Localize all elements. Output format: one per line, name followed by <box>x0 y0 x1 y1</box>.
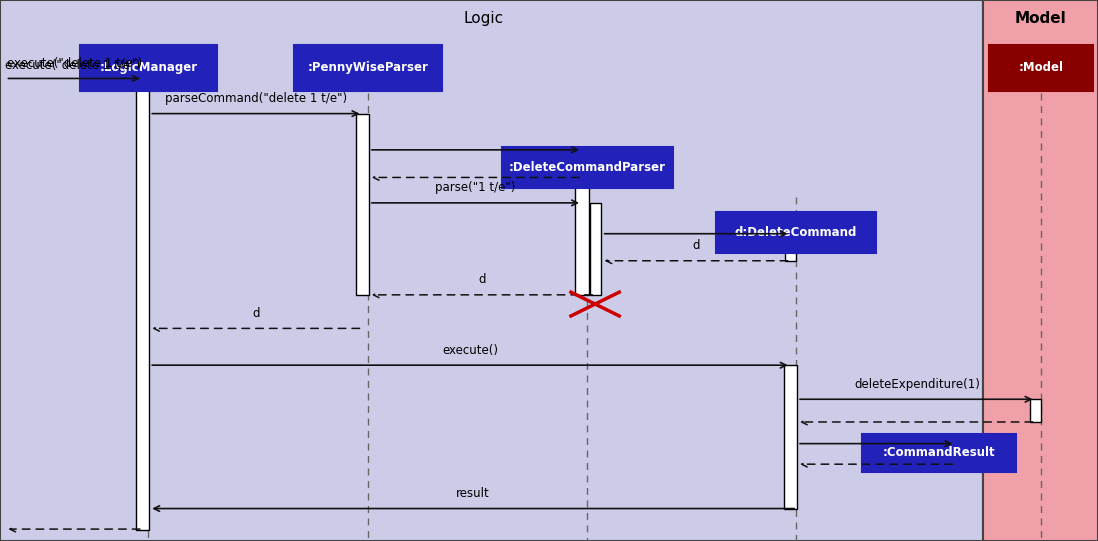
Text: :LogicManager: :LogicManager <box>99 61 198 74</box>
Bar <box>983 0 1098 541</box>
Text: Model: Model <box>1015 11 1067 27</box>
Text: :DeleteCommandParser: :DeleteCommandParser <box>509 161 665 174</box>
FancyBboxPatch shape <box>294 45 441 90</box>
Text: :PennyWiseParser: :PennyWiseParser <box>307 61 428 74</box>
FancyBboxPatch shape <box>80 45 217 90</box>
FancyBboxPatch shape <box>950 444 961 464</box>
Text: execute(): execute() <box>441 344 498 357</box>
FancyBboxPatch shape <box>784 365 797 509</box>
Text: parse("1 t/e"): parse("1 t/e") <box>435 181 516 194</box>
Text: execute("delete 1 t/e"): execute("delete 1 t/e") <box>5 58 141 71</box>
FancyBboxPatch shape <box>356 114 369 295</box>
Text: d:DeleteCommand: d:DeleteCommand <box>735 226 858 239</box>
FancyBboxPatch shape <box>136 68 149 530</box>
Text: Logic: Logic <box>463 11 503 27</box>
Text: :Model: :Model <box>1019 61 1063 74</box>
FancyBboxPatch shape <box>590 203 601 295</box>
Text: :CommandResult: :CommandResult <box>883 446 995 459</box>
FancyBboxPatch shape <box>785 234 796 261</box>
Text: parseCommand("delete 1 t/e"): parseCommand("delete 1 t/e") <box>165 92 347 105</box>
FancyBboxPatch shape <box>716 213 876 253</box>
Text: result: result <box>457 487 490 500</box>
FancyBboxPatch shape <box>862 434 1016 472</box>
Text: d: d <box>479 273 485 286</box>
FancyBboxPatch shape <box>1030 399 1041 422</box>
Bar <box>0 0 983 541</box>
Text: d: d <box>693 239 699 252</box>
FancyBboxPatch shape <box>575 150 589 295</box>
Text: deleteExpenditure(1): deleteExpenditure(1) <box>854 378 979 391</box>
FancyBboxPatch shape <box>503 148 672 188</box>
FancyBboxPatch shape <box>988 45 1093 90</box>
Text: d: d <box>253 307 259 320</box>
Text: execute("delete 1 t/e"): execute("delete 1 t/e") <box>7 57 143 70</box>
